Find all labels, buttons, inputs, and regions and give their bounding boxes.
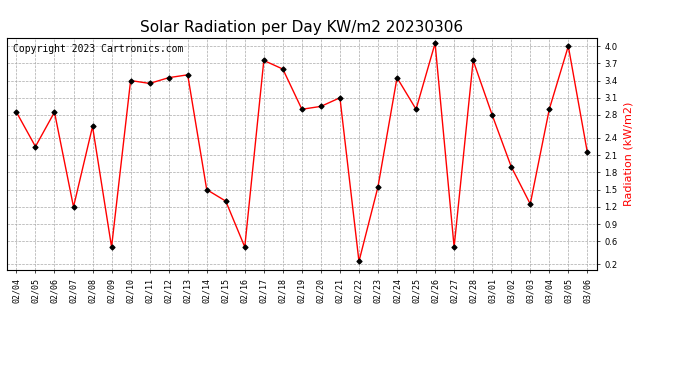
Point (125, 78, 136, 84)
Title: Solar Radiation per Day KW/m2 20230306: Solar Radiation per Day KW/m2 20230306 (140, 20, 464, 35)
Point (30, 144, 41, 150)
Point (182, 72, 193, 78)
Point (201, 187, 213, 193)
Point (353, 258, 364, 264)
Point (220, 198, 231, 204)
Point (297, 106, 308, 112)
Point (544, 106, 555, 112)
Point (11, 109, 22, 115)
Point (373, 184, 384, 190)
Point (315, 104, 326, 110)
Point (239, 244, 250, 250)
Point (391, 75, 402, 81)
Point (468, 57, 479, 63)
Point (524, 201, 535, 207)
Text: Copyright 2023 Cartronics.com: Copyright 2023 Cartronics.com (13, 45, 183, 54)
Point (582, 149, 593, 155)
Point (106, 244, 117, 250)
Point (87, 123, 98, 129)
Point (68, 204, 79, 210)
Point (430, 40, 441, 46)
Y-axis label: Radiation (kW/m2): Radiation (kW/m2) (624, 102, 633, 206)
Point (448, 244, 460, 250)
Point (335, 95, 346, 101)
Point (486, 112, 497, 118)
Point (506, 164, 517, 170)
Point (411, 106, 422, 112)
Point (277, 66, 288, 72)
Point (49, 109, 60, 115)
Point (163, 75, 174, 81)
Point (563, 43, 574, 49)
Point (144, 80, 155, 86)
Point (258, 57, 269, 63)
